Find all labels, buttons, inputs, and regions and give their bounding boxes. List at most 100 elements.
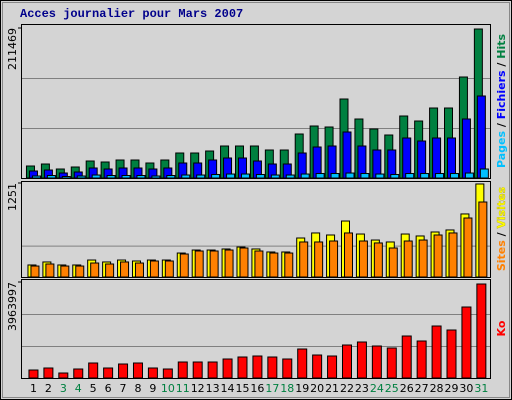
- bar: [76, 175, 86, 179]
- bar: [224, 249, 234, 278]
- bar: [192, 361, 203, 379]
- x-tick-label: 23: [355, 382, 369, 395]
- bar: [476, 283, 487, 379]
- y-tick-label: 1251: [6, 183, 19, 211]
- bar: [60, 265, 70, 278]
- legend-entry: Hits: [495, 34, 508, 59]
- bar: [90, 262, 100, 278]
- bar: [106, 175, 116, 179]
- legend-separator: /: [495, 59, 508, 71]
- bar: [222, 358, 233, 379]
- bar: [431, 325, 442, 379]
- bar: [132, 362, 143, 379]
- x-tick-label: 11: [176, 382, 190, 395]
- x-tick-label: 27: [415, 382, 429, 395]
- bar: [345, 172, 355, 179]
- bar: [162, 368, 173, 379]
- bar: [136, 175, 146, 179]
- bar: [358, 240, 368, 278]
- bar: [240, 173, 250, 179]
- x-tick-label: 2: [45, 382, 52, 395]
- bar: [299, 241, 309, 278]
- legend: Pages / Fichiers / Hits: [495, 34, 508, 169]
- bar: [314, 241, 324, 278]
- bar: [315, 173, 325, 179]
- bar: [479, 168, 489, 179]
- bar: [448, 232, 458, 278]
- bar: [386, 347, 397, 379]
- bar: [403, 240, 413, 278]
- bar: [285, 174, 295, 179]
- x-tick-label: 19: [295, 382, 309, 395]
- bar: [177, 361, 188, 379]
- bar: [433, 234, 443, 278]
- x-tick-label: 7: [120, 382, 127, 395]
- bar: [450, 173, 460, 179]
- bar: [461, 118, 471, 179]
- x-tick-label: 13: [206, 382, 220, 395]
- bar: [73, 368, 84, 379]
- bar: [121, 175, 131, 179]
- x-tick-label: 8: [134, 382, 141, 395]
- bar: [401, 335, 412, 379]
- bar: [196, 174, 206, 179]
- bar: [207, 361, 218, 379]
- bar: [179, 253, 189, 278]
- x-tick-label: 18: [280, 382, 294, 395]
- x-tick-label: 5: [90, 382, 97, 395]
- bar: [181, 174, 191, 179]
- x-tick-label: 17: [265, 382, 279, 395]
- bar: [341, 344, 352, 379]
- legend-entry: Visites: [495, 186, 508, 228]
- bar: [478, 201, 488, 278]
- y-tick-label: 211469: [6, 28, 19, 70]
- bar: [58, 372, 69, 379]
- x-tick-label: 1: [30, 382, 37, 395]
- bar: [252, 355, 263, 379]
- legend-separator: /: [495, 119, 508, 131]
- y-tick-label: 3963997: [6, 282, 19, 331]
- legend-entry: Ko: [495, 320, 508, 336]
- legend-entry: Fichiers: [495, 70, 508, 119]
- bar: [476, 95, 486, 179]
- x-tick-label: 30: [459, 382, 473, 395]
- bar: [373, 242, 383, 278]
- bar: [390, 174, 400, 179]
- bar: [360, 173, 370, 179]
- bar: [270, 174, 280, 179]
- bar: [312, 354, 323, 379]
- bar: [375, 173, 385, 179]
- bar: [356, 341, 367, 379]
- bar: [211, 174, 221, 179]
- bar: [435, 173, 445, 179]
- bar: [405, 173, 415, 179]
- bar: [284, 252, 294, 278]
- bar: [463, 217, 473, 278]
- bar: [103, 367, 114, 379]
- bar: [88, 362, 99, 379]
- bar: [209, 250, 219, 278]
- x-tick-label: 4: [75, 382, 82, 395]
- bar: [28, 369, 39, 379]
- bar: [194, 250, 204, 278]
- bar: [447, 137, 457, 179]
- bar: [269, 252, 279, 278]
- bar: [420, 173, 430, 179]
- x-tick-label: 28: [430, 382, 444, 395]
- bar: [43, 367, 54, 379]
- chart-title: Acces journalier pour Mars 2007: [20, 7, 243, 21]
- x-tick-label: 29: [445, 382, 459, 395]
- bar: [255, 174, 265, 179]
- bar: [118, 363, 129, 379]
- x-tick-label: 3: [60, 382, 67, 395]
- bar: [147, 367, 158, 379]
- bar: [282, 358, 293, 379]
- legend-entry: Pages: [495, 131, 508, 169]
- bar: [416, 340, 427, 379]
- x-tick-label: 9: [149, 382, 156, 395]
- bar: [446, 329, 457, 379]
- bar: [300, 173, 310, 179]
- legend-entry: Sites: [495, 240, 508, 271]
